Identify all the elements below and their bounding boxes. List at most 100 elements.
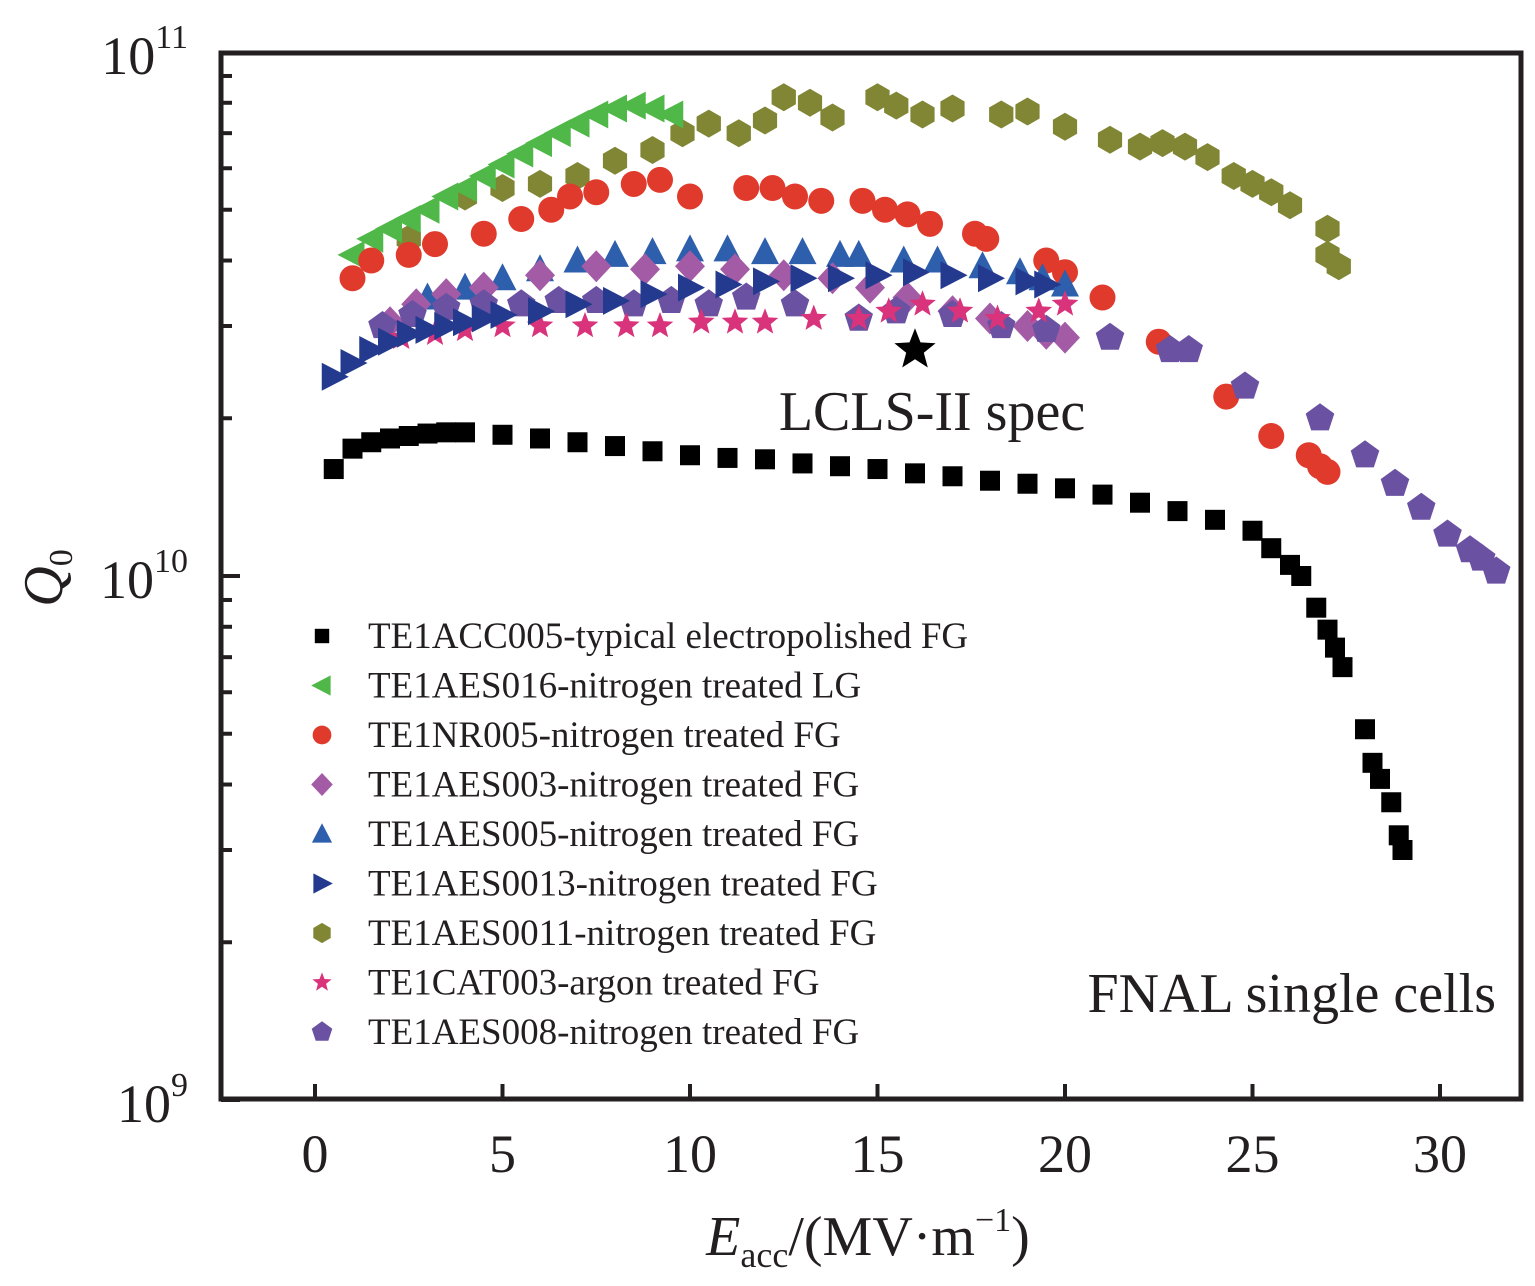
data-point	[323, 459, 344, 480]
data-point	[894, 201, 921, 228]
data-point	[909, 290, 936, 316]
data-point	[321, 362, 349, 391]
data-point	[601, 239, 629, 267]
data-point	[753, 267, 780, 296]
data-point	[676, 234, 704, 262]
data-point	[1015, 267, 1043, 296]
data-point	[903, 258, 930, 287]
data-point	[1317, 619, 1338, 640]
data-point	[1051, 269, 1079, 297]
data-point	[422, 231, 448, 258]
data-point	[646, 312, 674, 338]
data-point	[583, 179, 610, 206]
x-tick-label: 10	[663, 1124, 717, 1184]
data-point	[642, 441, 663, 462]
data-point	[687, 308, 715, 334]
data-point	[1015, 97, 1040, 126]
legend-marker	[312, 972, 332, 991]
data-point	[1051, 290, 1079, 316]
data-point	[696, 109, 721, 138]
legend-marker	[311, 823, 333, 843]
legend-item: TE1CAT003-argon treated FG	[312, 963, 819, 1004]
data-point	[973, 225, 1000, 252]
data-point	[1291, 566, 1312, 586]
legend-label: TE1AES008-nitrogen treated FG	[368, 1012, 859, 1053]
data-point	[1242, 520, 1263, 541]
data-point	[1433, 519, 1462, 547]
data-point	[393, 205, 421, 234]
data-point	[640, 280, 668, 309]
legend-label: TE1CAT003-argon treated FG	[368, 963, 819, 1004]
legend-marker	[313, 873, 333, 894]
data-point	[1174, 335, 1203, 363]
data-point	[417, 423, 438, 444]
data-point	[1221, 162, 1246, 190]
legend-label: TE1AES016-nitrogen treated LG	[368, 666, 861, 707]
data-point	[830, 456, 850, 477]
data-point	[530, 428, 550, 449]
data-point	[656, 100, 684, 129]
data-point	[605, 436, 625, 457]
data-point	[680, 445, 700, 466]
data-point	[670, 119, 695, 148]
data-point	[1089, 284, 1116, 311]
data-point	[340, 348, 368, 377]
legend-marker	[311, 772, 333, 797]
data-point	[508, 206, 535, 233]
x-tick-label: 5	[489, 1124, 516, 1184]
data-point	[525, 259, 555, 292]
data-point	[726, 119, 751, 148]
data-point	[1261, 538, 1282, 559]
data-point	[356, 224, 384, 253]
data-point	[1213, 383, 1240, 410]
data-point	[782, 183, 808, 210]
data-point	[917, 210, 943, 237]
data-point	[1150, 129, 1175, 158]
data-point	[361, 432, 382, 453]
data-point	[395, 241, 422, 268]
data-point	[637, 94, 665, 123]
data-point	[1392, 839, 1413, 860]
data-point	[1017, 473, 1038, 494]
data-point	[1350, 440, 1380, 468]
x-tick-label: 30	[1413, 1124, 1467, 1184]
data-point	[1205, 509, 1225, 530]
data-point	[771, 83, 796, 112]
data-point	[675, 250, 705, 283]
legend-label: TE1AES0013-nitrogen treated FG	[368, 864, 878, 905]
data-point	[865, 83, 890, 112]
data-point	[647, 166, 673, 193]
legend-item: TE1AES005-nitrogen treated FG	[311, 814, 859, 855]
data-point	[788, 237, 817, 265]
data-point	[797, 88, 823, 117]
data-point	[581, 250, 612, 283]
data-point	[1332, 657, 1353, 678]
data-point	[490, 174, 515, 202]
data-point	[820, 103, 845, 132]
data-point	[946, 297, 974, 323]
legend-label: TE1ACC005-typical electropolished FG	[368, 616, 968, 657]
data-point	[1025, 297, 1053, 323]
lcls-ii-spec-label: LCLS-II spec	[779, 381, 1085, 443]
data-point	[1230, 371, 1260, 399]
legend-item: TE1AES008-nitrogen treated FG	[311, 1012, 859, 1053]
data-point	[1055, 478, 1075, 499]
data-point	[910, 100, 935, 129]
data-point	[1155, 335, 1185, 363]
data-point	[526, 312, 554, 338]
data-point	[978, 264, 1005, 293]
data-point	[1325, 637, 1345, 658]
data-point	[565, 162, 590, 190]
legend-item: TE1ACC005-typical electropolished FG	[314, 616, 968, 657]
x-axis-title-sup: −1	[975, 1202, 1011, 1239]
legend-marker	[311, 1021, 333, 1041]
legend-marker	[311, 675, 331, 696]
data-point	[1095, 322, 1125, 350]
x-tick-labels: 0 5 10 15 20 25 30	[302, 1124, 1468, 1184]
series-te1aes0011	[396, 83, 1351, 281]
data-point	[1315, 214, 1340, 243]
legend-label: TE1AES0011-nitrogen treated FG	[368, 913, 876, 954]
data-point	[940, 94, 965, 123]
x-axis-title: Eacc/(MV·m−1)	[705, 1202, 1030, 1275]
data-point	[358, 247, 385, 274]
